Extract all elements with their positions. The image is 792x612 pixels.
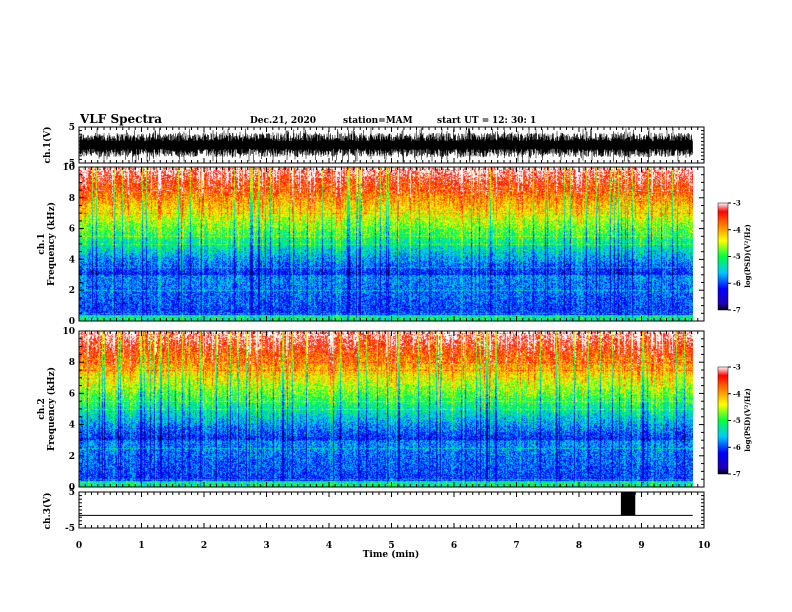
ch1-waveform-trace — [79, 127, 693, 163]
colorbar-tick-label: -3 — [733, 199, 741, 208]
ch3-waveform-frame — [78, 491, 705, 529]
y-tick-label: 4 — [69, 421, 75, 431]
ch1-colorbar-label: log(PSD)(V²/Hz) — [743, 224, 752, 288]
ch1-spectrogram-yticks: 0 2 4 6 8 10 — [62, 163, 704, 327]
y-tick-label: 5 — [69, 488, 75, 498]
y-tick-label: 2 — [69, 452, 75, 462]
y-tick-label: 2 — [69, 286, 75, 296]
x-tick-label: 7 — [513, 541, 519, 551]
ch1-waveform-line — [79, 127, 693, 163]
y-tick-label: 6 — [69, 389, 75, 399]
header-start-label: start UT = — [437, 116, 489, 126]
x-tick-label: 3 — [263, 541, 269, 551]
ch1-colorbar-ticks: -7 -6 -5 -4 -3 — [728, 199, 741, 315]
y-tick-label: 8 — [69, 358, 75, 368]
ch1-spectrogram-image — [79, 167, 693, 321]
colorbar-tick-label: -6 — [733, 443, 741, 452]
x-tick-label: 9 — [638, 541, 644, 551]
ch2-spectrogram-yticks: 0 2 4 6 8 10 — [62, 327, 704, 493]
ch3-waveform-yticks: -5 5 — [65, 488, 704, 534]
ch1-spectrogram-ylabel-frequency: Frequency (kHz) — [46, 202, 57, 286]
ch3-pulse — [620, 492, 636, 516]
x-tick-label: 1 — [138, 541, 144, 551]
ch2-colorbar-ticks: -7 -6 -5 -4 -3 — [728, 363, 741, 479]
ch2-spectrogram-image — [79, 331, 693, 487]
colorbar-tick-label: -4 — [733, 225, 741, 234]
ch2-colorbar — [717, 366, 729, 475]
ch1-colorbar — [717, 202, 729, 311]
x-tick-label: 8 — [576, 541, 582, 551]
y-tick-label: 10 — [62, 327, 75, 337]
colorbar-tick-label: -5 — [733, 252, 741, 261]
header-date: Dec.21, 2020 — [250, 116, 316, 126]
x-tick-label: 6 — [451, 541, 457, 551]
ch2-colorbar-label: log(PSD)(V²/Hz) — [743, 388, 752, 452]
y-tick-label: 4 — [69, 255, 75, 265]
x-tick-label: 10 — [698, 541, 711, 551]
header-station: station=MAM — [343, 116, 413, 126]
y-tick-label: 0 — [69, 483, 75, 493]
y-tick-label: 6 — [69, 225, 75, 235]
y-tick-label: 10 — [62, 163, 75, 173]
chart-title: VLF Spectra — [79, 112, 162, 126]
y-tick-label: 0 — [69, 317, 75, 327]
x-tick-label: 5 — [388, 541, 394, 551]
colorbar-tick-label: -7 — [733, 306, 741, 315]
colorbar-tick-label: -5 — [733, 416, 741, 425]
ch3-waveform-ylabel: ch.3(V) — [42, 493, 53, 530]
y-tick-label: -5 — [65, 159, 75, 169]
y-tick-label: 8 — [69, 194, 75, 204]
colorbar-tick-label: -7 — [733, 470, 741, 479]
x-tick-label: 2 — [201, 541, 207, 551]
time-axis-label: Time (min) — [363, 549, 420, 560]
y-tick-label: 5 — [69, 123, 75, 133]
header-start-time: 12: 30: 1 — [492, 116, 536, 126]
ch2-spectrogram-ylabel-channel: ch.2 — [37, 398, 47, 419]
x-tick-label: 0 — [76, 541, 82, 551]
ch1-waveform-ylabel: ch.1(V) — [42, 127, 53, 164]
colorbar-tick-label: -6 — [733, 279, 741, 288]
time-axis-ticks: 0 1 2 3 4 5 6 7 8 9 10 — [76, 127, 710, 551]
ch1-waveform-yticks: -5 5 — [65, 123, 704, 169]
ch2-spectrogram-ylabel-frequency: Frequency (kHz) — [46, 367, 57, 451]
y-tick-label: -5 — [65, 524, 75, 534]
colorbar-tick-label: -3 — [733, 363, 741, 372]
x-tick-label: 4 — [326, 541, 332, 551]
ch1-spectrogram-ylabel-channel: ch.1 — [37, 233, 47, 254]
colorbar-tick-label: -4 — [733, 389, 741, 398]
